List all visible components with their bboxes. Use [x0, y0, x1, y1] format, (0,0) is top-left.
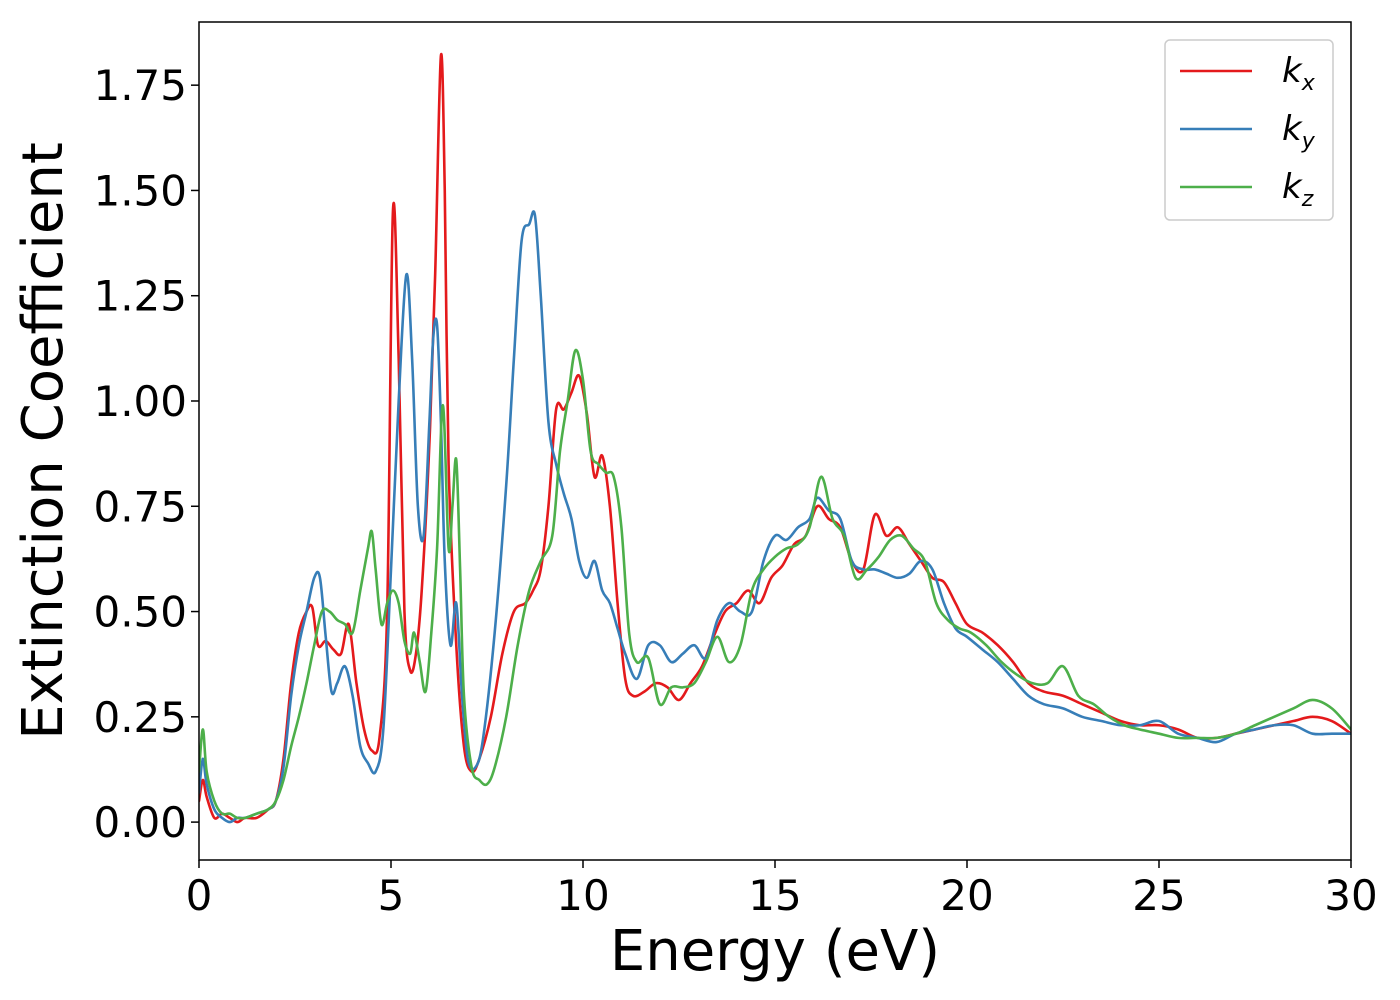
y-tick-label: 0.50 — [93, 588, 187, 637]
x-axis-label: Energy (eV) — [610, 919, 940, 984]
x-tick-label: 20 — [940, 871, 993, 920]
y-tick-label: 1.50 — [93, 166, 187, 215]
y-tick-label: 0.25 — [93, 693, 187, 742]
x-tick-label: 25 — [1132, 871, 1185, 920]
y-tick-label: 1.75 — [93, 61, 187, 110]
series-line-ky — [199, 210, 1351, 824]
x-axis-ticks: 0 5 10 15 20 25 30 — [186, 860, 1378, 920]
x-tick-label: 5 — [378, 871, 405, 920]
x-tick-label: 10 — [556, 871, 609, 920]
y-tick-label: 1.25 — [93, 272, 187, 321]
series-line-kz — [199, 348, 1351, 820]
y-axis-label: Extinction Coefficient — [11, 142, 76, 740]
x-tick-label: 0 — [186, 871, 213, 920]
x-tick-label: 30 — [1324, 871, 1377, 920]
series-line-kx — [199, 52, 1351, 824]
y-tick-label: 1.00 — [93, 377, 187, 426]
y-tick-label: 0.75 — [93, 482, 187, 531]
x-tick-label: 15 — [748, 871, 801, 920]
y-axis-ticks: 0.00 0.25 0.50 0.75 1.00 1.25 1.50 1.75 — [93, 61, 199, 847]
y-tick-label: 0.00 — [93, 798, 187, 847]
series-layer — [199, 52, 1351, 824]
